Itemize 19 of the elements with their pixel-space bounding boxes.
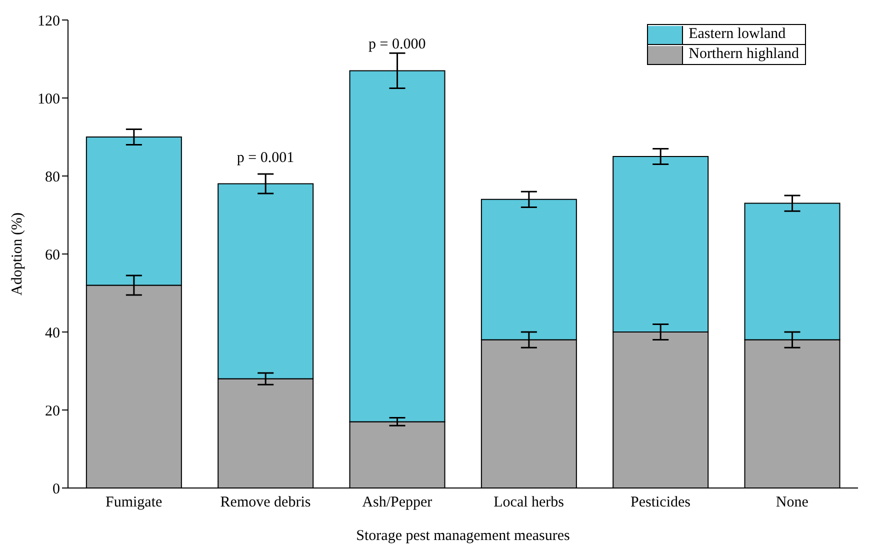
x-tick-label: Fumigate bbox=[105, 494, 162, 511]
x-axis-title: Storage pest management measures bbox=[356, 528, 570, 544]
y-tick-label: 0 bbox=[52, 481, 60, 498]
y-tick-label: 80 bbox=[45, 169, 60, 186]
y-tick-label: 20 bbox=[45, 403, 60, 420]
legend-label: Northern highland bbox=[688, 45, 800, 64]
x-tick-label: Pesticides bbox=[630, 494, 691, 511]
y-tick-label: 60 bbox=[45, 247, 60, 264]
y-tick-label: 100 bbox=[38, 91, 60, 108]
x-tick-label: None bbox=[776, 494, 809, 511]
x-tick-label: Remove debris bbox=[220, 494, 311, 511]
x-tick-label: Local herbs bbox=[494, 494, 564, 511]
y-tick-label: 40 bbox=[45, 325, 60, 342]
x-tick-label: Ash/Pepper bbox=[362, 494, 432, 511]
y-tick-label: 120 bbox=[38, 13, 60, 30]
annotation: p = 0.001 bbox=[236, 150, 294, 166]
y-axis-title: Adoption (%) bbox=[9, 212, 26, 296]
annotation: p = 0.000 bbox=[368, 36, 426, 53]
legend-label: Eastern lowland bbox=[688, 25, 787, 44]
